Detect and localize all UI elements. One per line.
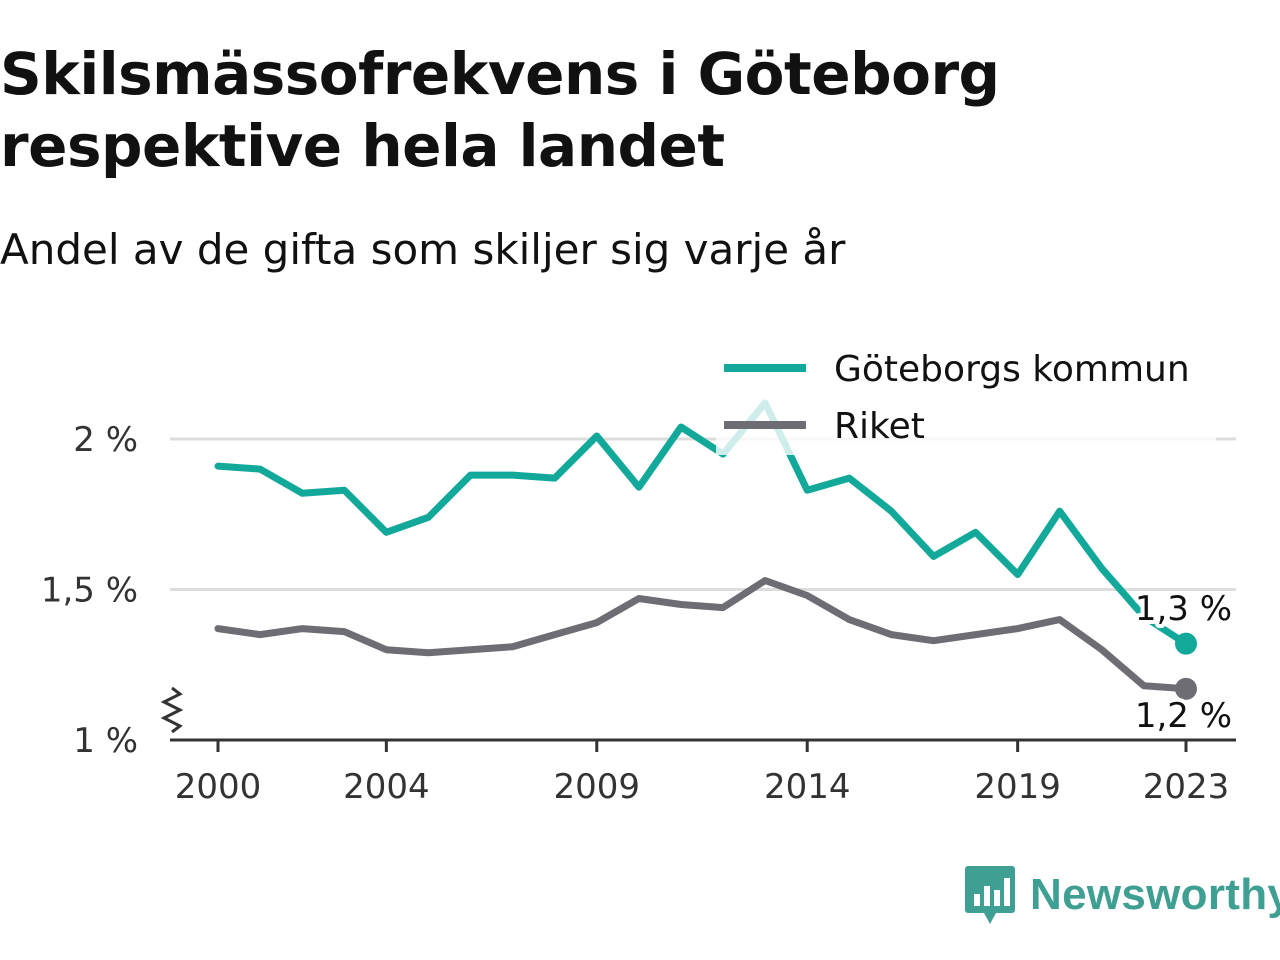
x-tick-label: 2004 (343, 767, 430, 807)
end-point-goteborg (1175, 632, 1197, 655)
legend-label: Riket (834, 406, 925, 447)
end-value-label: 1,2 % (1135, 696, 1232, 736)
bar-chart-speech-bubble-icon (965, 866, 1015, 924)
y-tick-label: 2 % (73, 420, 138, 460)
x-tick-label: 2000 (175, 767, 262, 807)
grid-lines (170, 437, 1236, 591)
series-lines (214, 399, 1197, 700)
x-tick-label: 2009 (554, 767, 641, 807)
brand-name: Newsworthy (1030, 870, 1280, 919)
line-chart: 1 % 1,5 % 2 % 2000 2004 2009 2014 2019 2023 Göte… (40, 345, 1236, 807)
x-tick-label: 2023 (1143, 767, 1230, 807)
axis-break-icon (160, 686, 184, 734)
chart-title: Skilsmässofrekvens i Göteborg respektive… (0, 40, 1000, 180)
legend-background (716, 345, 1216, 455)
series-line-riket (214, 577, 1190, 693)
end-value-label: 1,3 % (1135, 589, 1232, 629)
x-tick-label: 2019 (974, 767, 1061, 807)
series-line-goteborg (214, 399, 1190, 648)
brand-logo: Newsworthy (964, 862, 1280, 928)
end-point-riket (1175, 677, 1197, 700)
chart-subtitle: Andel av de gifta som skiljer sig varje … (0, 225, 846, 274)
data-labels: 1,3 % 1,2 % (1131, 585, 1236, 740)
axes: 1 % 1,5 % 2 % 2000 2004 2009 2014 2019 2023 (41, 420, 1236, 807)
y-tick-label: 1 % (73, 721, 138, 761)
x-tick-label: 2014 (764, 767, 851, 807)
legend: Göteborgs kommun Riket (716, 345, 1216, 455)
legend-label: Göteborgs kommun (834, 349, 1190, 390)
y-tick-label: 1,5 % (41, 571, 138, 611)
